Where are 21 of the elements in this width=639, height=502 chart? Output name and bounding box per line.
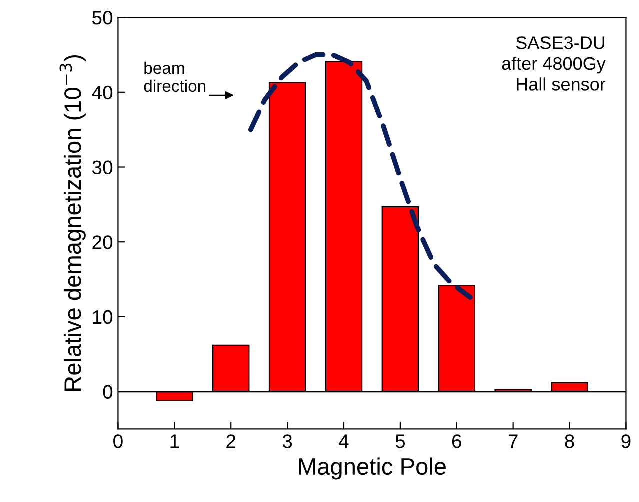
y-tick-label: 30	[92, 160, 113, 174]
x-axis-title: Magnetic Pole	[299, 458, 446, 480]
x-tick-label: 0	[114, 434, 123, 448]
line-series	[248, 52, 473, 300]
y-tick-label: 40	[92, 86, 113, 100]
annotation: SASE3-DU after 4800Gy Hall sensor	[502, 36, 606, 91]
annotation: beam direction	[144, 62, 206, 92]
x-tick-label: 8	[565, 434, 574, 448]
y-axis-title: Relative demagnetization (10$^{−3}$)	[60, 55, 86, 391]
x-tick-label: 6	[452, 434, 462, 448]
y-tick-label: 0	[103, 385, 113, 400]
y-tick-label: 20	[92, 236, 113, 250]
x-tick-label: 2	[226, 434, 236, 448]
x-tick-label: 4	[339, 434, 349, 448]
x-tick-label: 3	[282, 434, 292, 448]
x-tick-label: 5	[396, 434, 406, 448]
y-tick-label: 50	[92, 11, 113, 25]
x-tick-label: 9	[622, 434, 631, 448]
x-tick-label: 1	[170, 434, 180, 448]
y-tick-label: 10	[93, 310, 113, 324]
x-tick-label: 7	[508, 434, 518, 448]
